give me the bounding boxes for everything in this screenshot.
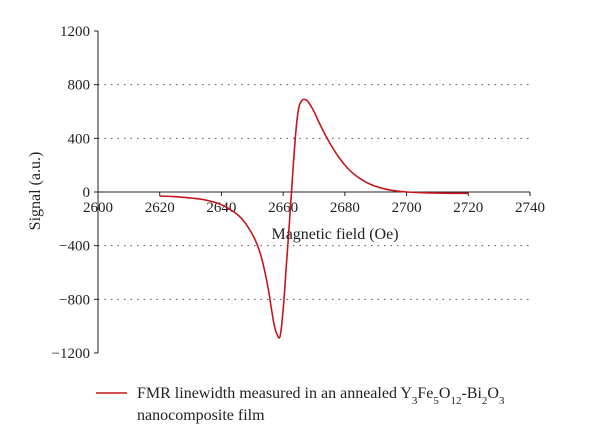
y-tick-label: −800: [59, 292, 90, 308]
y-axis-title: Signal (a.u.): [27, 152, 44, 231]
legend-label-line-2: nanocomposite film: [137, 407, 265, 424]
series-line: [159, 98, 469, 339]
y-tick-label: 1200: [60, 24, 90, 40]
y-tick-label: −400: [59, 239, 90, 255]
y-tick-label: −1200: [52, 346, 90, 362]
x-tick-label: 2660: [268, 200, 298, 216]
y-tick-label: 800: [68, 78, 91, 94]
legend: FMR linewidth measured in an annealed Y3…: [96, 385, 505, 424]
y-tick-label: 0: [83, 185, 91, 201]
x-tick-label: 2740: [515, 200, 545, 216]
x-tick-label: 2620: [145, 200, 175, 216]
x-tick-label: 2600: [83, 200, 113, 216]
y-tick-label: 400: [68, 131, 91, 147]
grid-lines: [98, 84, 530, 300]
legend-label-line-1: FMR linewidth measured in an annealed Y3…: [137, 385, 505, 407]
x-tick-label: 2680: [330, 200, 360, 216]
x-tick-label: 2640: [206, 200, 236, 216]
y-ticks: 1200 800 400 0 −400 −800 −1200: [52, 24, 98, 362]
x-tick-label: 2720: [453, 200, 483, 216]
x-axis-title: Magnetic field (Oe): [271, 226, 398, 243]
x-tick-label: 2700: [392, 200, 422, 216]
x-ticks: 2600 2620 2640 2660 2680 2700 2720 2740: [83, 192, 545, 216]
